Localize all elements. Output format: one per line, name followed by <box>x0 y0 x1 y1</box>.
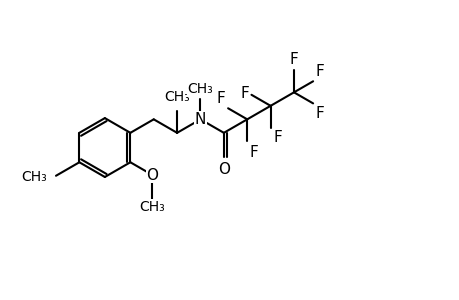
Text: F: F <box>240 86 248 101</box>
Text: CH₃: CH₃ <box>187 82 213 96</box>
Text: F: F <box>273 130 281 146</box>
Text: N: N <box>194 112 206 127</box>
Text: F: F <box>289 52 298 67</box>
Text: O: O <box>218 162 230 177</box>
Text: CH₃: CH₃ <box>22 170 47 184</box>
Text: F: F <box>315 106 324 121</box>
Text: O: O <box>146 167 158 182</box>
Text: F: F <box>217 91 225 106</box>
Text: CH₃: CH₃ <box>164 90 190 104</box>
Text: CH₃: CH₃ <box>139 200 165 214</box>
Text: F: F <box>249 145 258 160</box>
Text: F: F <box>315 64 324 79</box>
